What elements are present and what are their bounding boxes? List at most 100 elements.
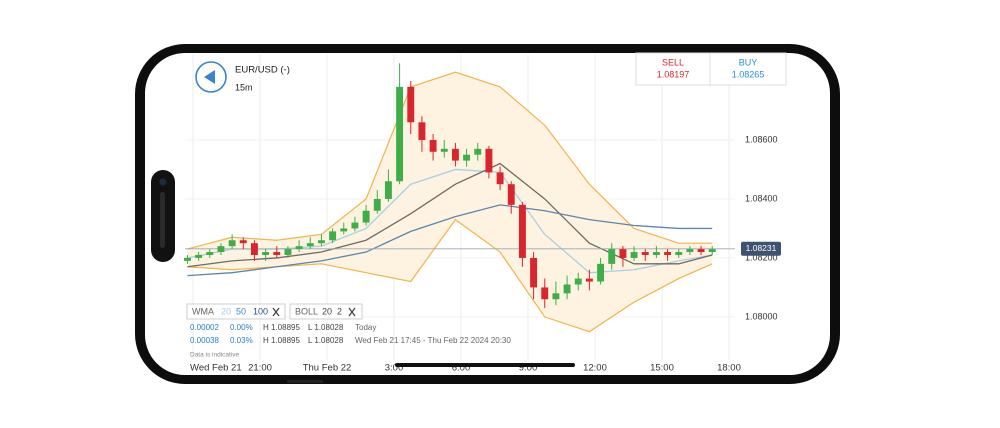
stat-percent: 0.03% [230, 336, 253, 345]
candle-body [652, 252, 660, 255]
candle-body [317, 240, 325, 244]
last-price-label: 1.08231 [746, 243, 777, 253]
boll-param: 2 [337, 306, 342, 316]
x-tick-label: 9:00 [519, 363, 538, 374]
candle-body [284, 249, 292, 255]
bollinger-upper [187, 71, 713, 250]
candle-body [463, 154, 471, 161]
candle-body [641, 252, 649, 255]
candle-body [195, 254, 203, 258]
stat-percent: 0.00% [230, 323, 253, 332]
disclaimer: Data is indicative [190, 352, 240, 359]
x-tick-label: 21:00 [248, 363, 272, 374]
candle-body [563, 284, 571, 294]
x-tick-label: Wed Feb 21 [190, 363, 242, 374]
y-tick-label: 1.08400 [745, 193, 778, 203]
candle-body [273, 252, 281, 255]
buy-price[interactable]: 1.08265 [732, 69, 765, 79]
buy-label[interactable]: BUY [739, 57, 758, 67]
stat-low: L 1.08028 [308, 323, 344, 332]
candle-body [686, 249, 694, 253]
boll-legend[interactable] [289, 303, 363, 320]
candle-body [373, 198, 381, 211]
x-tick-label: 6:00 [452, 363, 471, 374]
candle-body [574, 278, 582, 285]
y-tick-label: 1.08200 [745, 252, 778, 262]
x-tick-label: 18:00 [717, 363, 741, 374]
remove-icon[interactable] [348, 307, 356, 317]
candle-body [585, 278, 593, 282]
camera [159, 178, 167, 186]
candle-body [530, 257, 538, 288]
candle-body [396, 86, 404, 182]
candle-body [239, 240, 247, 244]
x-tick-label: Thu Feb 22 [303, 363, 352, 374]
candle-body [429, 139, 437, 152]
candle-body [217, 246, 225, 253]
candle-body [541, 287, 549, 300]
stat-change: 0.00002 [190, 323, 219, 332]
x-tick-label: 12:00 [583, 363, 607, 374]
candle-body [675, 252, 683, 255]
stat-range: Wed Feb 21 17:45 - Thu Feb 22 2024 20:30 [355, 336, 511, 345]
candle-body [340, 228, 348, 232]
last-price-box [741, 241, 781, 256]
wma-label: WMA [192, 306, 214, 316]
wma-period: 50 [236, 306, 246, 316]
y-tick-label: 1.08600 [745, 134, 778, 144]
stat-low: L 1.08028 [308, 336, 344, 345]
stat-high: H 1.08895 [263, 336, 300, 345]
ui: EUR/USD (-) 15m SELL 1.08197 BUY 1.08265… [151, 52, 787, 383]
sell-label[interactable]: SELL [662, 57, 684, 67]
candle-body [407, 86, 415, 123]
interval[interactable]: 15m [235, 82, 253, 92]
stat-range: Today [355, 323, 376, 332]
candle-body [295, 246, 303, 250]
wma-legend[interactable] [186, 303, 286, 320]
boll-label: BOLL [295, 306, 318, 316]
candle-body [206, 252, 214, 255]
candle-body [597, 263, 605, 282]
candle-body [451, 148, 459, 161]
candle-body [384, 181, 392, 199]
candle-body [329, 231, 337, 241]
back-icon [204, 70, 215, 84]
bollinger-fill [187, 72, 713, 332]
y-tick-label: 1.08000 [745, 311, 778, 321]
wma-period: 100 [253, 306, 268, 316]
candle-body [228, 240, 236, 247]
candle-body [619, 249, 627, 258]
candle-body [608, 249, 616, 264]
symbol: EUR/USD (-) [235, 65, 290, 76]
volume-button [287, 380, 323, 383]
candle-body [552, 293, 560, 300]
candle-body [507, 184, 515, 205]
candle-body [362, 210, 370, 223]
wma-line [187, 204, 713, 277]
candle-body [496, 172, 504, 185]
candle-body [418, 122, 426, 140]
candle-body [664, 252, 672, 255]
candle-body [630, 252, 638, 258]
wma-period: 20 [221, 306, 231, 316]
remove-icon[interactable] [272, 307, 280, 317]
boll-param: 20 [322, 306, 332, 316]
candle-body [474, 148, 482, 155]
x-tick-label: 15:00 [650, 363, 674, 374]
candle-body [708, 249, 716, 253]
sell-price[interactable]: 1.08197 [657, 69, 690, 79]
x-tick-label: 3:00 [385, 363, 404, 374]
candle-body [440, 148, 448, 152]
candle-body [262, 252, 270, 255]
candle-body [518, 204, 526, 258]
quote-box [635, 52, 787, 86]
candle-body [306, 243, 314, 247]
stat-high: H 1.08895 [263, 323, 300, 332]
candle-body [697, 249, 705, 253]
stat-change: 0.00038 [190, 336, 219, 345]
home-indicator [395, 363, 575, 367]
side-button-slot [160, 192, 165, 248]
candle-body [485, 148, 493, 173]
